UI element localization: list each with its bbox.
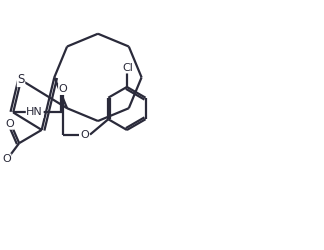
Text: O: O [6,119,14,129]
Text: Cl: Cl [122,63,133,73]
Text: HN: HN [26,108,43,118]
Text: O: O [59,84,67,94]
Text: O: O [2,154,11,164]
Text: O: O [80,130,89,140]
Text: S: S [17,74,25,86]
